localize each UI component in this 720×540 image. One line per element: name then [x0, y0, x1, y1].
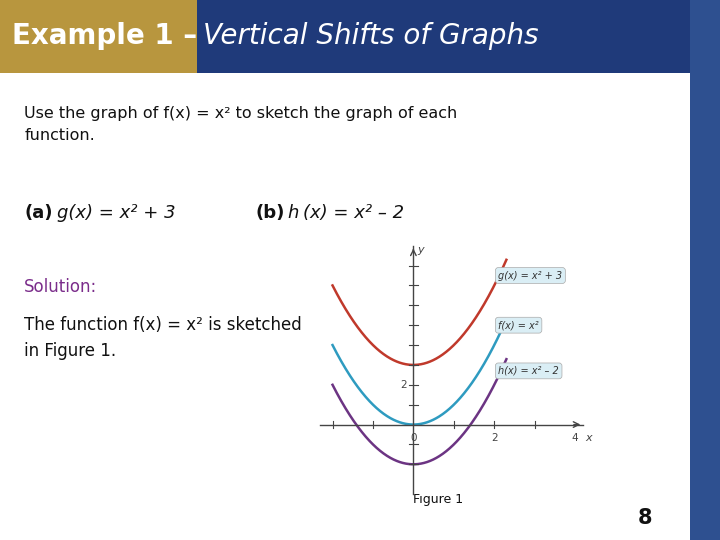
- FancyBboxPatch shape: [0, 0, 197, 73]
- Text: The function f(x) = x² is sketched
in Figure 1.: The function f(x) = x² is sketched in Fi…: [24, 316, 302, 360]
- FancyBboxPatch shape: [690, 0, 720, 540]
- Text: (a): (a): [24, 204, 53, 222]
- Text: g(x) = x² + 3: g(x) = x² + 3: [498, 271, 562, 280]
- Text: 4: 4: [572, 434, 578, 443]
- Text: h (x) = x² – 2: h (x) = x² – 2: [288, 204, 405, 222]
- Text: Solution:: Solution:: [24, 279, 97, 296]
- Text: x: x: [585, 434, 592, 443]
- Text: 0: 0: [410, 434, 417, 443]
- FancyBboxPatch shape: [197, 0, 690, 73]
- Text: 2: 2: [491, 434, 498, 443]
- Text: Figure 1: Figure 1: [413, 494, 463, 507]
- Text: g(x) = x² + 3: g(x) = x² + 3: [57, 204, 175, 222]
- Text: Vertical Shifts of Graphs: Vertical Shifts of Graphs: [204, 23, 539, 50]
- Text: Example 1 –: Example 1 –: [12, 23, 207, 50]
- Text: (b): (b): [255, 204, 284, 222]
- Text: 2: 2: [401, 380, 408, 390]
- Text: h(x) = x² – 2: h(x) = x² – 2: [498, 366, 559, 376]
- Text: y: y: [418, 245, 424, 255]
- Text: f(x) = x²: f(x) = x²: [498, 320, 539, 330]
- Text: Use the graph of f(x) = x² to sketch the graph of each
function.: Use the graph of f(x) = x² to sketch the…: [24, 106, 457, 143]
- Text: 8: 8: [637, 508, 652, 528]
